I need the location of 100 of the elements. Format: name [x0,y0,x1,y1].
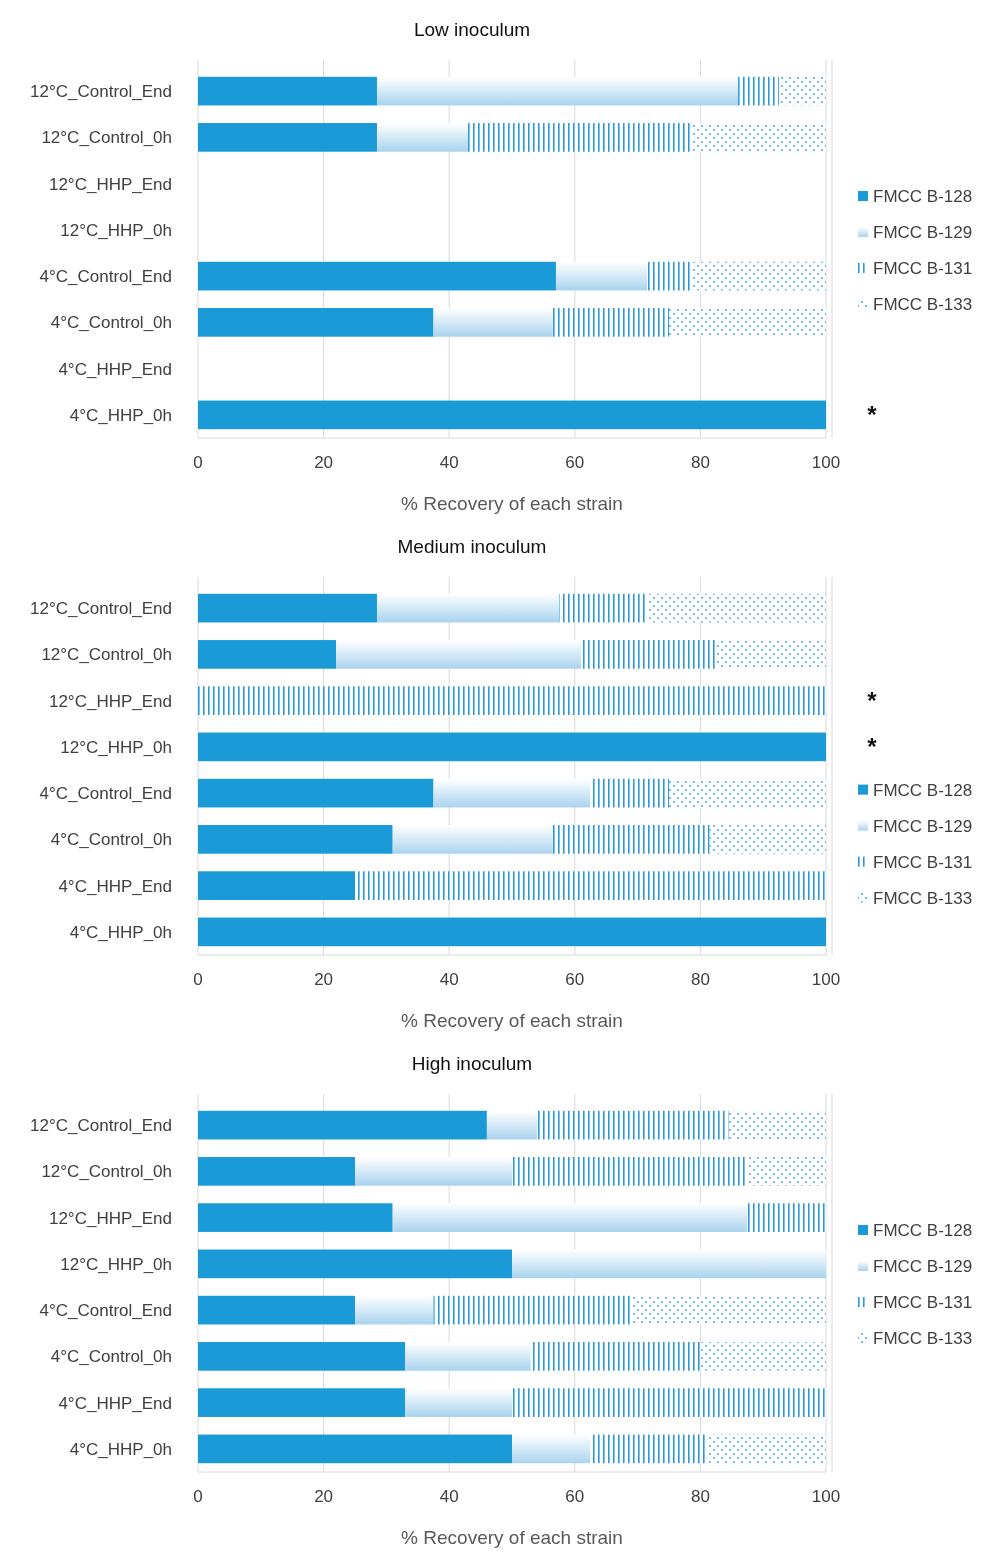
y-tick-label: 4°C_HHP_0h [69,922,172,942]
y-tick-label: 4°C_Control_0h [50,830,172,850]
bar [376,593,560,623]
y-tick-label: 12°C_Control_0h [41,645,172,665]
x-tick-label: 60 [565,970,585,989]
bar [198,640,337,669]
bar [700,1342,826,1371]
bar [198,917,826,947]
chart-title: Low inoculum [413,19,531,40]
bar [778,76,826,106]
bar [709,825,826,854]
bar [198,1249,512,1279]
bar [392,1203,748,1232]
bar [392,825,553,854]
x-tick-label: 0 [193,453,203,472]
chart-title: High inoculum [411,1053,533,1074]
legend-label: FMCC B-129 [873,816,973,836]
text: * [867,400,878,428]
y-tick-label: 4°C_HHP_End [58,1393,172,1413]
bar [198,123,377,152]
y-tick-label: 12°C_HHP_0h [60,1254,172,1274]
bar [198,400,826,430]
legend-label: FMCC B-133 [873,1328,973,1348]
y-tick-label: 12°C_HHP_End [48,691,172,711]
x-tick-label: 0 [193,1487,203,1506]
bar [355,1295,434,1325]
bar [198,593,377,623]
bar [198,1434,512,1464]
y-tick-label: 12°C_HHP_End [48,174,172,194]
text: * [867,686,878,714]
bar [198,1203,393,1232]
y-tick-label: 12°C_Control_End [30,599,172,619]
legend-label: FMCC B-131 [873,1292,973,1312]
y-tick-label: 4°C_HHP_End [58,359,172,379]
text: * [867,732,878,760]
bar [198,732,826,762]
bar [198,1157,355,1186]
x-axis-title: % Recovery of each strain [401,1527,623,1548]
y-tick-label: 12°C_HHP_End [48,1208,172,1228]
bar [512,1434,591,1464]
x-tick-label: 100 [811,453,841,472]
y-tick-label: 4°C_Control_End [39,267,172,287]
bar [198,261,556,291]
x-tick-label: 20 [314,970,334,989]
bar [198,1295,355,1325]
legend-label: FMCC B-131 [873,258,973,278]
bar [376,123,469,152]
x-tick-label: 80 [690,970,710,989]
bar [706,1434,826,1464]
chart-title: Medium inoculum [397,536,547,557]
bar [433,778,591,808]
x-tick-label: 40 [439,970,459,989]
x-tick-label: 40 [439,1487,459,1506]
bar [405,1388,512,1417]
x-tick-label: 0 [193,970,203,989]
bar [198,1388,406,1417]
y-tick-label: 12°C_Control_0h [41,128,172,148]
x-axis-title: % Recovery of each strain [401,493,623,514]
y-tick-label: 12°C_Control_End [30,1116,172,1136]
bar [198,871,355,900]
bar [376,76,739,106]
legend-label: FMCC B-131 [873,852,973,872]
x-axis-title: % Recovery of each strain [401,1010,623,1031]
legend-label: FMCC B-128 [873,1220,973,1240]
x-tick-label: 20 [314,453,334,472]
bar [198,308,434,337]
bar [669,778,826,808]
legend-label: FMCC B-128 [873,186,973,206]
bar [728,1110,826,1140]
x-tick-label: 60 [565,453,585,472]
x-tick-label: 80 [690,1487,710,1506]
y-tick-label: 12°C_Control_0h [41,1162,172,1182]
x-tick-label: 100 [811,1487,841,1506]
x-tick-label: 80 [690,453,710,472]
y-tick-label: 4°C_Control_0h [50,1347,172,1367]
bar [198,76,377,106]
y-tick-label: 4°C_Control_End [39,1301,172,1321]
y-tick-label: 12°C_Control_End [30,82,172,102]
bar [198,1342,406,1371]
legend-label: FMCC B-129 [873,1256,973,1276]
bar [433,308,553,337]
y-tick-label: 4°C_HHP_0h [69,1439,172,1459]
x-tick-label: 20 [314,1487,334,1506]
y-tick-label: 12°C_HHP_0h [60,737,172,757]
legend-label: FMCC B-133 [873,294,973,314]
legend-label: FMCC B-129 [873,222,973,242]
bar [405,1342,531,1371]
y-tick-label: 4°C_Control_End [39,784,172,804]
legend-label: FMCC B-133 [873,888,973,908]
y-tick-label: 4°C_HHP_End [58,876,172,896]
y-tick-label: 4°C_Control_0h [50,313,172,333]
x-tick-label: 40 [439,453,459,472]
bar [555,261,648,291]
bar [336,640,582,669]
y-tick-label: 4°C_HHP_0h [69,405,172,425]
bar [198,778,434,808]
bar [512,1249,826,1279]
bar [198,825,393,854]
x-tick-label: 100 [811,970,841,989]
legend-label: FMCC B-128 [873,780,973,800]
